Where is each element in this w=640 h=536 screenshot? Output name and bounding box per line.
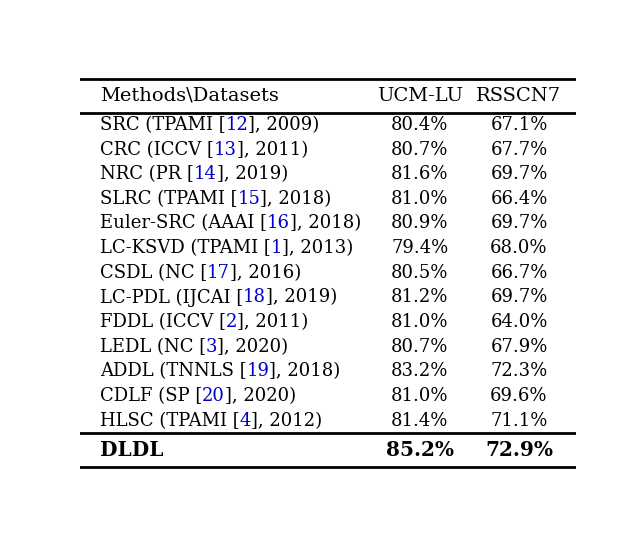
Text: HLSC (TPAMI [: HLSC (TPAMI [ [100,412,239,429]
Text: ], 2013): ], 2013) [282,239,353,257]
Text: 18: 18 [243,288,266,307]
Text: ], 2009): ], 2009) [248,116,319,134]
Text: RSSCN7: RSSCN7 [476,87,561,105]
Text: ], 2018): ], 2018) [269,362,340,380]
Text: 3: 3 [206,338,218,356]
Text: 80.9%: 80.9% [391,214,449,233]
Text: 66.4%: 66.4% [490,190,548,208]
Text: 69.7%: 69.7% [490,214,548,233]
Text: ], 2016): ], 2016) [230,264,301,282]
Text: 71.1%: 71.1% [490,412,548,429]
Text: 80.4%: 80.4% [391,116,449,134]
Text: 17: 17 [207,264,230,282]
Text: 81.0%: 81.0% [391,313,449,331]
Text: 81.0%: 81.0% [391,190,449,208]
Text: 20: 20 [202,387,225,405]
Text: 81.4%: 81.4% [391,412,449,429]
Text: ], 2012): ], 2012) [251,412,322,429]
Text: SRC (TPAMI [: SRC (TPAMI [ [100,116,225,134]
Text: 16: 16 [267,214,290,233]
Text: 68.0%: 68.0% [490,239,548,257]
Text: ], 2020): ], 2020) [225,387,296,405]
Text: ], 2018): ], 2018) [290,214,361,233]
Text: Methods\Datasets: Methods\Datasets [100,87,278,105]
Text: ], 2020): ], 2020) [218,338,289,356]
Text: 79.4%: 79.4% [391,239,449,257]
Text: 81.2%: 81.2% [391,288,449,307]
Text: FDDL (ICCV [: FDDL (ICCV [ [100,313,226,331]
Text: 69.6%: 69.6% [490,387,548,405]
Text: 67.9%: 67.9% [490,338,548,356]
Text: 67.7%: 67.7% [490,140,548,159]
Text: 81.6%: 81.6% [391,165,449,183]
Text: ], 2018): ], 2018) [260,190,332,208]
Text: 72.3%: 72.3% [490,362,548,380]
Text: NRC (PR [: NRC (PR [ [100,165,194,183]
Text: 72.9%: 72.9% [485,440,553,460]
Text: 2: 2 [226,313,237,331]
Text: 81.0%: 81.0% [391,387,449,405]
Text: 67.1%: 67.1% [490,116,548,134]
Text: 13: 13 [214,140,237,159]
Text: 12: 12 [225,116,248,134]
Text: 85.2%: 85.2% [386,440,454,460]
Text: CRC (ICCV [: CRC (ICCV [ [100,140,214,159]
Text: SLRC (TPAMI [: SLRC (TPAMI [ [100,190,237,208]
Text: UCM-LU: UCM-LU [377,87,463,105]
Text: 64.0%: 64.0% [490,313,548,331]
Text: DLDL: DLDL [100,440,163,460]
Text: Euler-SRC (AAAI [: Euler-SRC (AAAI [ [100,214,267,233]
Text: 80.7%: 80.7% [391,338,449,356]
Text: LC-PDL (IJCAI [: LC-PDL (IJCAI [ [100,288,243,307]
Text: LC-KSVD (TPAMI [: LC-KSVD (TPAMI [ [100,239,271,257]
Text: 69.7%: 69.7% [490,165,548,183]
Text: CDLF (SP [: CDLF (SP [ [100,387,202,405]
Text: 19: 19 [246,362,269,380]
Text: 15: 15 [237,190,260,208]
Text: CSDL (NC [: CSDL (NC [ [100,264,207,282]
Text: 14: 14 [194,165,216,183]
Text: 69.7%: 69.7% [490,288,548,307]
Text: 4: 4 [239,412,251,429]
Text: LEDL (NC [: LEDL (NC [ [100,338,206,356]
Text: 1: 1 [271,239,282,257]
Text: 80.5%: 80.5% [391,264,449,282]
Text: ], 2019): ], 2019) [266,288,337,307]
Text: 80.7%: 80.7% [391,140,449,159]
Text: ], 2011): ], 2011) [237,140,308,159]
Text: 66.7%: 66.7% [490,264,548,282]
Text: ], 2011): ], 2011) [237,313,308,331]
Text: ADDL (TNNLS [: ADDL (TNNLS [ [100,362,246,380]
Text: 83.2%: 83.2% [391,362,449,380]
Text: ], 2019): ], 2019) [216,165,288,183]
